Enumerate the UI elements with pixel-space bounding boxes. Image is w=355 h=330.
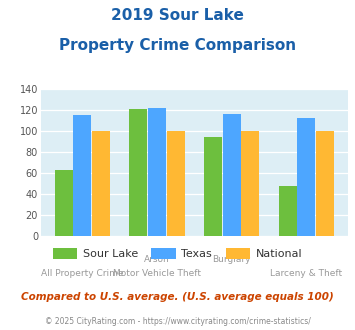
Text: Property Crime Comparison: Property Crime Comparison	[59, 38, 296, 53]
Text: Larceny & Theft: Larceny & Theft	[270, 269, 342, 278]
Bar	[279, 185, 297, 236]
Text: All Property Crime: All Property Crime	[41, 269, 124, 278]
Text: Burglary: Burglary	[212, 255, 251, 264]
Bar	[223, 114, 241, 236]
Text: 2019 Sour Lake: 2019 Sour Lake	[111, 8, 244, 23]
Bar	[204, 137, 222, 236]
Text: Compared to U.S. average. (U.S. average equals 100): Compared to U.S. average. (U.S. average …	[21, 292, 334, 302]
Text: © 2025 CityRating.com - https://www.cityrating.com/crime-statistics/: © 2025 CityRating.com - https://www.city…	[45, 317, 310, 326]
Bar	[241, 131, 259, 236]
Bar	[73, 115, 91, 236]
Bar	[92, 131, 110, 236]
Bar	[297, 118, 315, 236]
Legend: Sour Lake, Texas, National: Sour Lake, Texas, National	[48, 243, 307, 263]
Text: Motor Vehicle Theft: Motor Vehicle Theft	[113, 269, 201, 278]
Bar	[316, 131, 334, 236]
Text: Arson: Arson	[144, 255, 170, 264]
Bar	[148, 108, 166, 236]
Bar	[167, 131, 185, 236]
Bar	[130, 109, 147, 236]
Bar	[55, 170, 73, 236]
